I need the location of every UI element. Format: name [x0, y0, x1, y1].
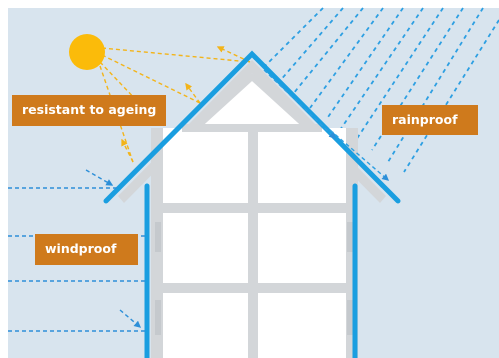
sun-icon — [69, 34, 105, 70]
label-resistant-to-ageing: resistant to ageing — [12, 95, 167, 126]
label-rainproof: rainproof — [382, 105, 478, 135]
rain-arrows — [263, 69, 390, 181]
label-windproof: windproof — [35, 234, 138, 265]
rain-icon — [262, 7, 499, 173]
house-icon — [103, 50, 401, 358]
